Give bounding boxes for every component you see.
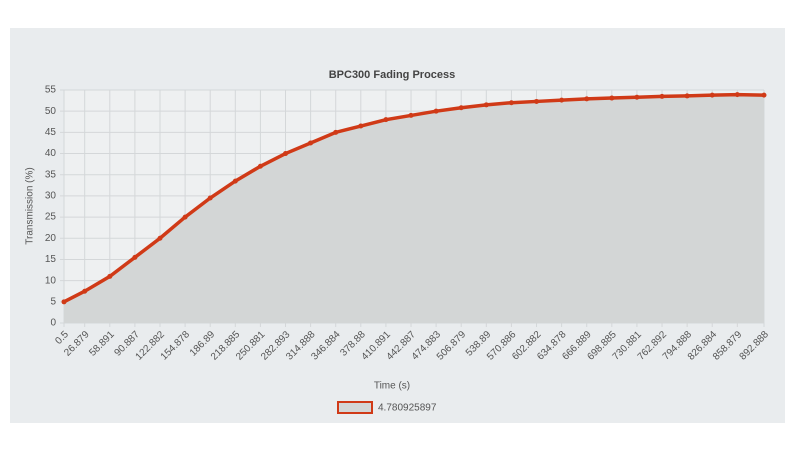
point <box>458 105 464 111</box>
legend-swatch <box>337 401 373 414</box>
point <box>761 92 767 98</box>
y-tick-label: 15 <box>45 254 57 265</box>
point <box>61 299 67 305</box>
y-tick-label: 40 <box>45 148 57 159</box>
point <box>559 97 565 103</box>
point <box>107 273 113 279</box>
point <box>508 100 514 106</box>
point <box>283 151 289 157</box>
area <box>64 94 764 323</box>
y-axis-label: Transmission (%) <box>25 167 36 244</box>
point <box>383 117 389 123</box>
point <box>659 93 665 99</box>
point <box>182 214 188 220</box>
chart-title: BPC300 Fading Process <box>329 69 456 81</box>
point <box>584 96 590 102</box>
point <box>684 93 690 99</box>
y-tick-label: 35 <box>45 169 57 180</box>
y-tick-label: 50 <box>45 106 57 117</box>
legend-label: 4.780925897 <box>378 403 437 414</box>
point <box>634 94 640 100</box>
y-tick-label: 20 <box>45 233 57 244</box>
y-tick-label: 0 <box>50 318 56 329</box>
point <box>433 108 439 114</box>
point <box>709 92 715 98</box>
point <box>408 112 414 118</box>
point <box>333 129 339 135</box>
point <box>207 195 213 201</box>
x-axis-label: Time (s) <box>374 381 410 392</box>
y-tick-label: 5 <box>50 296 56 307</box>
point <box>157 235 163 241</box>
y-tick-label: 25 <box>45 212 57 223</box>
y-tick-label: 10 <box>45 275 57 286</box>
point <box>257 163 263 169</box>
point <box>534 98 540 104</box>
point <box>609 95 615 101</box>
y-tick-label: 30 <box>45 191 57 202</box>
point <box>232 178 238 184</box>
point <box>483 102 489 108</box>
y-tick-label: 55 <box>45 85 57 96</box>
point <box>734 92 740 98</box>
point <box>358 123 364 129</box>
y-tick-label: 45 <box>45 127 57 138</box>
point <box>132 254 138 260</box>
point <box>308 140 314 146</box>
point <box>82 288 88 294</box>
